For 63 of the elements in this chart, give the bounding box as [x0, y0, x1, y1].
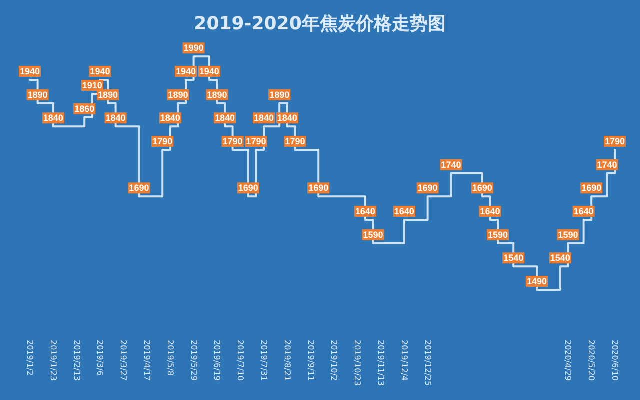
data-label: 1940 — [90, 66, 110, 76]
data-label: 1690 — [582, 183, 602, 194]
data-label: 1840 — [106, 113, 126, 124]
data-label: 1690 — [238, 183, 258, 194]
data-label: 1490 — [526, 276, 548, 286]
data-label: 1790 — [604, 136, 626, 146]
data-label: 1840 — [214, 113, 236, 124]
data-label: 1890 — [98, 90, 118, 100]
x-tick-label: 2019/1/2 — [26, 340, 34, 376]
data-label: 1910 — [82, 80, 102, 90]
x-tick-label: 2020/6/10 — [610, 340, 620, 382]
data-label: 1890 — [168, 90, 188, 100]
data-label: 1640 — [574, 206, 594, 216]
data-label: 1890 — [207, 90, 228, 100]
x-tick-label: 2019/10/2 — [330, 340, 339, 382]
x-tick-label: 2019/5/8 — [166, 340, 175, 376]
x-tick-label: 2019/11/13 — [376, 340, 386, 386]
x-tick-label: 2019/2/13 — [72, 340, 82, 382]
data-label: 1990 — [184, 43, 204, 54]
data-label: 1690 — [308, 183, 329, 194]
x-tick-label: 2019/6/19 — [212, 340, 222, 382]
data-label: 1590 — [558, 230, 578, 240]
data-label: 1840 — [277, 113, 298, 124]
data-label: 1640 — [480, 206, 500, 216]
data-label: 1940 — [199, 66, 220, 76]
data-label: 1940 — [176, 66, 196, 76]
data-label: 1740 — [441, 160, 462, 170]
data-label: 1790 — [222, 136, 243, 146]
data-label: 1540 — [504, 253, 524, 264]
chart-title: 2019-2020年焦炭价格走势图 — [194, 14, 446, 34]
data-label: 1790 — [246, 136, 266, 146]
x-tick-label: 2020/4/29 — [564, 340, 573, 382]
x-tick-label: 2019/3/6 — [96, 340, 105, 376]
x-tick-label: 2019/7/31 — [260, 340, 268, 382]
data-label: 1590 — [363, 230, 384, 240]
data-label: 1840 — [160, 113, 180, 124]
data-label: 1640 — [394, 206, 414, 216]
x-tick-label: 2019/10/23 — [353, 340, 362, 386]
x-tick-label: 2019/12/4 — [400, 340, 409, 382]
x-tick-label: 2019/9/11 — [306, 340, 316, 382]
data-label: 1790 — [285, 136, 306, 146]
x-tick-label: 2020/5/20 — [587, 340, 596, 382]
data-label: 1890 — [28, 90, 48, 100]
data-label: 1690 — [472, 183, 492, 194]
x-tick-label: 2019/12/25 — [423, 340, 432, 386]
x-tick-label: 2019/1/23 — [48, 340, 58, 382]
data-label: 1740 — [597, 160, 618, 170]
data-label: 1860 — [74, 104, 95, 114]
data-label: 1590 — [488, 230, 508, 240]
x-tick-label: 2019/5/29 — [189, 340, 198, 382]
data-label: 1940 — [20, 66, 40, 76]
data-label: 1890 — [270, 90, 290, 100]
data-label: 1540 — [550, 253, 570, 264]
data-label: 1840 — [254, 113, 274, 124]
x-tick-label: 2019/3/27 — [119, 340, 128, 382]
data-label: 1690 — [418, 183, 438, 194]
x-tick-label: 2019/8/21 — [282, 340, 292, 382]
data-label: 1840 — [43, 113, 64, 124]
data-label: 1790 — [152, 136, 173, 146]
data-label: 1640 — [355, 206, 376, 216]
x-tick-label: 2019/7/10 — [236, 340, 246, 382]
x-tick-label: 2019/4/17 — [142, 340, 152, 382]
data-label: 1690 — [129, 183, 150, 194]
